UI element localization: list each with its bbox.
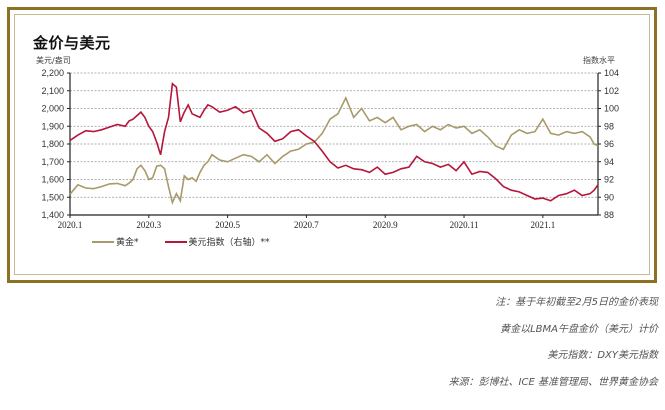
x-tick-label: 2020.7	[294, 220, 319, 230]
gold-price-line	[69, 95, 599, 206]
dxy-index-line	[69, 82, 599, 202]
right-tick-label: 102	[604, 86, 619, 96]
legend-item-dxy: 美元指数（右轴）**	[164, 235, 270, 248]
x-tick-label: 2020.11	[450, 220, 479, 230]
note-period: 注：基于年初截至2月5日的金价表现	[495, 297, 658, 308]
chart-legend: 黄金* 美元指数（右轴）**	[92, 235, 270, 248]
left-tick-label: 1,900	[41, 121, 64, 131]
axes	[69, 73, 599, 216]
left-axis-unit: 美元/盎司	[36, 56, 71, 65]
right-tick-label: 88	[604, 210, 614, 220]
x-tick-label: 2020.1	[58, 220, 83, 230]
right-tick-label: 94	[604, 157, 614, 167]
right-tick-label: 100	[604, 104, 619, 114]
left-tick-label: 1,500	[41, 192, 64, 202]
x-tick-label: 2021.1	[530, 220, 555, 230]
legend-label-gold: 黄金*	[116, 238, 139, 248]
right-tick-label: 98	[604, 121, 614, 131]
right-tick-label: 92	[604, 175, 614, 185]
gridlines	[67, 72, 601, 216]
chart-notes: 注：基于年初截至2月5日的金价表现 黄金以LBMA午盘金价（美元）计价 美元指数…	[449, 296, 658, 402]
right-axis-unit: 指数水平	[583, 56, 615, 65]
legend-swatch-gold	[92, 240, 114, 243]
chart-title: 金价与美元	[33, 34, 111, 52]
left-tick-label: 2,100	[41, 86, 64, 96]
legend-item-gold: 黄金*	[92, 235, 139, 248]
left-tick-label: 2,200	[41, 68, 64, 78]
chart-outer-frame	[7, 7, 657, 283]
chart-inner-frame	[14, 14, 650, 275]
left-tick-label: 2,000	[41, 104, 64, 114]
left-tick-label: 1,700	[41, 157, 64, 167]
left-tick-label: 1,400	[41, 210, 64, 220]
x-tick-label: 2020.3	[136, 220, 161, 230]
legend-label-dxy: 美元指数（右轴）**	[188, 238, 270, 248]
legend-swatch-dxy	[164, 240, 187, 243]
note-source: 来源：彭博社、ICE 基准管理局、世界黄金协会	[448, 376, 658, 388]
x-tick-label: 2020.9	[373, 220, 398, 230]
right-axis-ticks: 88 90 92 94 96 98 100 102 104	[604, 68, 619, 220]
right-tick-label: 96	[604, 139, 614, 149]
right-tick-label: 104	[604, 68, 619, 78]
x-axis-ticks: 2020.1 2020.3 2020.5 2020.7 2020.9 2020.11 202…	[58, 215, 555, 230]
right-tick-label: 90	[604, 192, 614, 202]
left-tick-label: 1,800	[41, 139, 64, 149]
x-tick-label: 2020.5	[215, 220, 240, 230]
note-gold-pricing: 黄金以LBMA午盘金价（美元）计价	[500, 323, 658, 335]
left-tick-label: 1,600	[41, 175, 64, 185]
note-dxy-definition: 美元指数：DXY美元指数	[547, 350, 658, 361]
left-axis-ticks: 1,400 1,500 1,600 1,700 1,800 1,900 2,000 2,100…	[41, 68, 64, 220]
